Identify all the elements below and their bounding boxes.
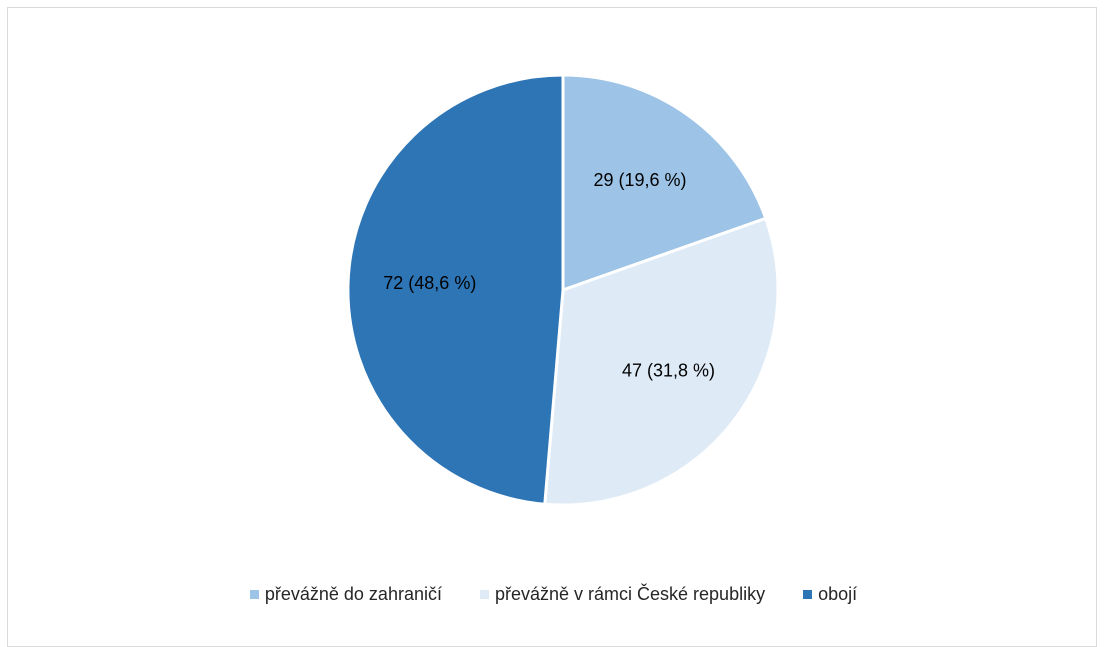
legend-label-2: obojí <box>818 584 858 604</box>
data-label-2: 72 (48,6 %) <box>383 273 476 293</box>
legend-item-0: převážně do zahraničí <box>249 584 442 605</box>
legend-swatch-0 <box>249 590 259 599</box>
legend-item-2: obojí <box>803 584 857 605</box>
legend: převážně do zahraničí převážně v rámci Č… <box>0 584 1107 605</box>
pie-slice-2 <box>346 73 565 506</box>
legend-label-1: převážně v rámci České republiky <box>494 584 766 604</box>
legend-label-0: převážně do zahraničí <box>264 584 442 604</box>
legend-swatch-2 <box>803 590 813 599</box>
legend-item-1: převážně v rámci České republiky <box>479 584 766 605</box>
data-label-0: 29 (19,6 %) <box>593 170 686 190</box>
data-label-1: 47 (31,8 %) <box>622 360 715 380</box>
pie-slice-1 <box>543 216 780 507</box>
pie-chart: 29 (19,6 %) 47 (31,8 %) 72 (48,6 %) <box>346 73 780 507</box>
legend-swatch-1 <box>479 590 489 599</box>
